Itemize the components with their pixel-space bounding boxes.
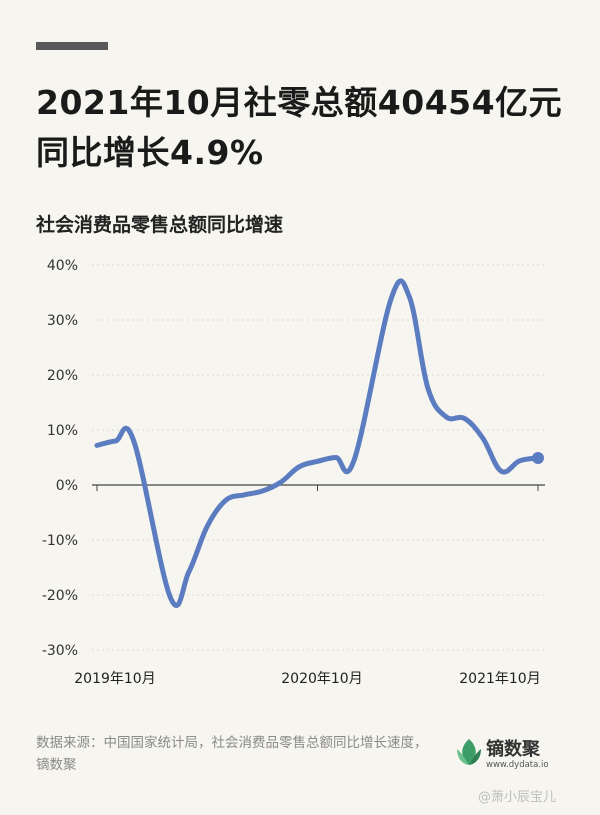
y-tick-label: 40% [47, 258, 78, 274]
headline-line-2: 同比增长4.9% [36, 133, 264, 172]
y-tick-label: -10% [42, 533, 78, 549]
brand-logo: 镝数聚 www.dydata.io [456, 735, 576, 775]
headline: 2021年10月社零总额40454亿元 同比增长4.9% [36, 78, 576, 178]
watermark: @萧小辰宝儿 [478, 790, 557, 805]
logo-url: www.dydata.io [486, 760, 549, 770]
y-tick-label: -20% [42, 588, 78, 604]
y-tick-label: 30% [47, 313, 78, 329]
x-tick-label: 2019年10月 [74, 671, 155, 687]
x-tick-label: 2021年10月 [459, 671, 540, 687]
y-tick-label: 10% [47, 423, 78, 439]
y-tick-label: 20% [47, 368, 78, 384]
headline-line-1: 2021年10月社零总额40454亿元 [36, 83, 563, 122]
leaf-logo-icon [457, 739, 481, 765]
line-chart: 40% 30% 20% 10% 0% -10% -20% -30% 2019年10月 2020年1… [42, 258, 545, 687]
y-tick-label: -30% [42, 643, 78, 659]
top-accent-bar [36, 42, 108, 50]
series-line [94, 278, 541, 608]
y-tick-label: 0% [56, 478, 78, 494]
chart-title: 社会消费品零售总额同比增速 [36, 214, 284, 236]
logo-name: 镝数聚 [486, 739, 540, 760]
data-source-note: 数据来源：中国国家统计局，社会消费品零售总额同比增长速度，镝数聚 [36, 735, 428, 773]
latest-data-point [532, 452, 544, 465]
x-tick-label: 2020年10月 [281, 671, 362, 687]
